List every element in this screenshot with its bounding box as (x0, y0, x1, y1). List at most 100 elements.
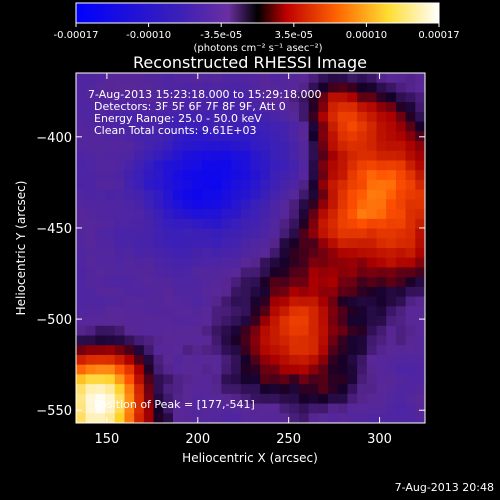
heatmap-cell (405, 354, 416, 366)
heatmap-cell (376, 403, 387, 414)
heatmap-cell (376, 209, 387, 220)
heatmap-cell (143, 141, 155, 152)
heatmap-cell (192, 160, 203, 171)
heatmap-cell (357, 170, 368, 181)
y-axis-label: Heliocentric Y (arcsec) (14, 181, 28, 316)
heatmap-cell (95, 111, 106, 123)
heatmap-cell (318, 413, 329, 423)
heatmap-cell (376, 111, 387, 123)
heatmap-cell (105, 277, 116, 288)
heatmap-cell (386, 170, 397, 181)
heatmap-cell (163, 364, 174, 375)
heatmap-cell (76, 403, 87, 414)
heatmap-cell (308, 257, 319, 269)
heatmap-cell (153, 179, 164, 191)
heatmap-cell (376, 170, 387, 181)
heatmap-cell (221, 364, 232, 375)
heatmap-cell (124, 257, 135, 269)
heatmap-cell (279, 257, 290, 269)
heatmap-cell (221, 267, 232, 278)
heatmap-cell (240, 354, 252, 366)
heatmap-cell (202, 384, 213, 395)
heatmap-cell (172, 296, 184, 307)
heatmap-cell (308, 393, 319, 405)
heatmap-cell (163, 374, 174, 385)
heatmap-cell (192, 189, 203, 200)
heatmap-cell (318, 335, 329, 346)
heatmap-cell (105, 131, 116, 142)
heatmap-cell (172, 306, 184, 317)
heatmap-cell (95, 384, 106, 395)
heatmap-cell (202, 248, 213, 259)
heatmap-cell (240, 92, 252, 103)
heatmap-cell (260, 189, 271, 200)
heatmap-cell (260, 354, 271, 366)
heatmap-cell (250, 354, 261, 366)
heatmap-cell (298, 150, 310, 162)
heatmap-cell (386, 316, 397, 327)
heatmap-cell (172, 354, 184, 366)
heatmap-cell (134, 277, 145, 288)
footer-timestamp: 7-Aug-2013 20:48 (394, 481, 494, 494)
heatmap-cell (260, 92, 271, 103)
heatmap-cell (357, 121, 368, 132)
heatmap-cell (395, 218, 407, 230)
heatmap-cell (134, 393, 145, 405)
heatmap-cell (366, 413, 378, 423)
heatmap-cell (405, 73, 416, 84)
heatmap-cell (143, 131, 155, 142)
heatmap-cell (347, 248, 358, 259)
heatmap-cell (143, 160, 155, 171)
heatmap-cell (415, 286, 425, 298)
heatmap-cell (124, 364, 135, 375)
heatmap-cell (105, 354, 116, 366)
colorbar-tick-label: 3.5e-05 (275, 30, 313, 41)
heatmap-cell (357, 325, 368, 337)
heatmap-cell (192, 199, 203, 210)
heatmap-cell (240, 141, 252, 152)
heatmap-cell (95, 189, 106, 200)
heatmap-cell (289, 160, 300, 171)
heatmap-cell (415, 325, 425, 337)
heatmap-cell (143, 150, 155, 162)
heatmap-cell (134, 150, 145, 162)
heatmap-cell (85, 92, 96, 103)
heatmap-cell (221, 179, 232, 191)
heatmap-cell (202, 228, 213, 239)
heatmap-cell (192, 316, 203, 327)
heatmap-cell (347, 384, 358, 395)
heatmap-cell (76, 111, 87, 123)
heatmap-cell (269, 150, 281, 162)
heatmap-cell (114, 150, 126, 162)
heatmap-cell (76, 316, 87, 327)
heatmap-cell (172, 325, 184, 337)
heatmap-cell (221, 413, 232, 423)
heatmap-cell (337, 267, 349, 278)
heatmap-cell (105, 150, 116, 162)
heatmap-cell (250, 325, 261, 337)
heatmap-cell (76, 345, 87, 356)
heatmap-cell (415, 413, 425, 423)
heatmap-cell (95, 413, 106, 423)
heatmap-cell (114, 248, 126, 259)
heatmap-cell (143, 209, 155, 220)
heatmap-cell (386, 393, 397, 405)
heatmap-cell (192, 150, 203, 162)
heatmap-cell (231, 228, 242, 239)
heatmap-cell (289, 413, 300, 423)
heatmap-cell (260, 345, 271, 356)
heatmap-cell (211, 160, 223, 171)
heatmap-cell (298, 248, 310, 259)
heatmap-cell (153, 121, 164, 132)
heatmap-cell (240, 82, 252, 94)
heatmap-cell (192, 277, 203, 288)
heatmap-cell (298, 199, 310, 210)
heatmap-cell (395, 403, 407, 414)
heatmap-cell (415, 238, 425, 249)
heatmap-cell (347, 257, 358, 269)
heatmap-cell (124, 218, 135, 230)
heatmap-cell (405, 306, 416, 317)
heatmap-cell (357, 335, 368, 346)
heatmap-cell (366, 248, 378, 259)
heatmap-cell (395, 82, 407, 94)
